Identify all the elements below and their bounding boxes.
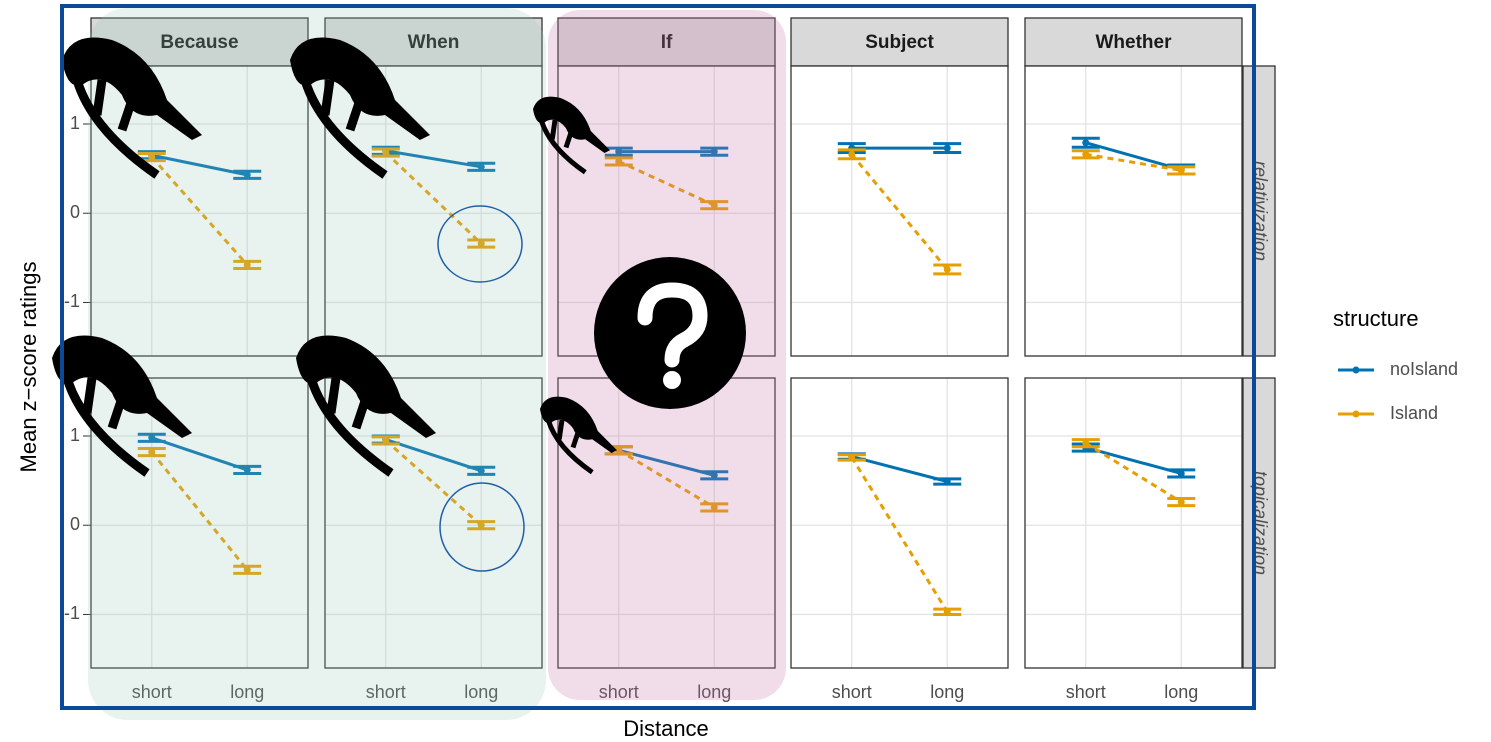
y-tick-label: -1 [64,291,80,311]
point [944,266,951,273]
panel-background [1025,378,1242,668]
panel-background [791,66,1008,356]
x-tick-label: long [1164,682,1198,702]
x-tick-label: long [930,682,964,702]
x-tick-label: short [832,682,872,702]
legend-point [1353,411,1360,418]
legend-label: Island [1390,403,1438,423]
point [944,608,951,615]
point [1178,167,1185,174]
x-tick-label: short [1066,682,1106,702]
legend-label: noIsland [1390,359,1458,379]
point [1082,151,1089,158]
panel-background [791,378,1008,668]
x-axis-label: Distance [623,716,709,741]
point [848,454,855,461]
panel-background [1025,66,1242,356]
question-dot [663,371,681,389]
y-tick-label: -1 [64,603,80,623]
y-tick-label: 0 [70,202,80,222]
point [848,151,855,158]
point [944,478,951,485]
y-axis-label: Mean z−score ratings [16,262,41,473]
point [1178,499,1185,506]
point [1082,440,1089,447]
y-tick-label: 1 [70,113,80,133]
y-tick-label: 0 [70,514,80,534]
point [944,145,951,152]
point [1082,139,1089,146]
legend-title: structure [1333,306,1419,331]
column-strip-label: Subject [865,32,934,53]
y-tick-label: 1 [70,425,80,445]
column-strip-label: Whether [1096,32,1173,53]
chart: Distance Mean z−score ratings structure … [0,0,1491,742]
point [1178,470,1185,477]
legend-point [1353,367,1360,374]
